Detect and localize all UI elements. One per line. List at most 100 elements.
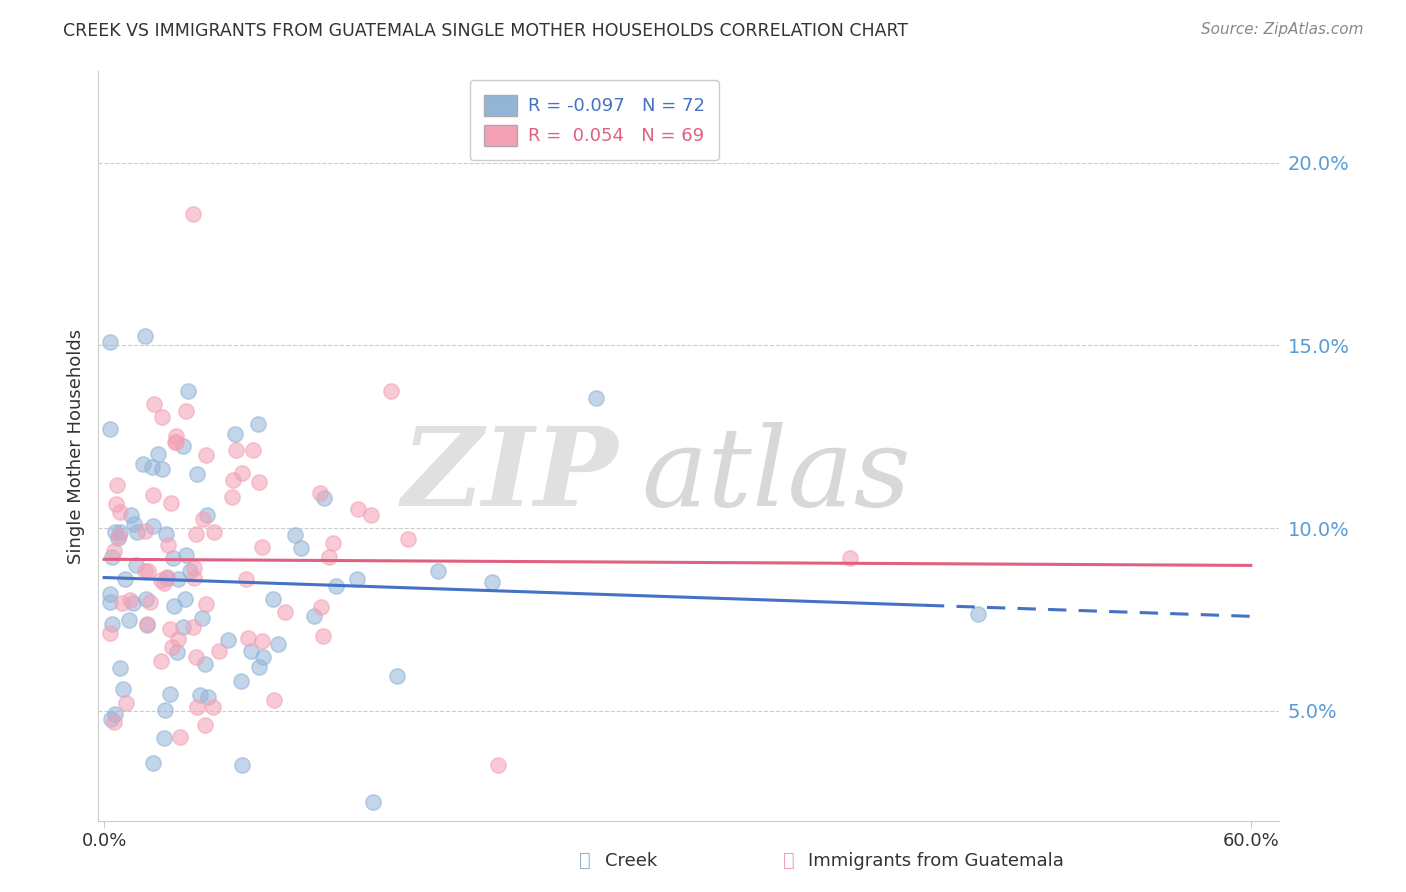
Point — [224, 427, 246, 442]
Point — [98, 626, 121, 640]
Point — [98, 421, 121, 435]
Point — [585, 391, 607, 405]
Point — [312, 629, 335, 643]
Legend: R = -0.097   N = 72, R =  0.054   N = 69: R = -0.097 N = 72, R = 0.054 N = 69 — [470, 80, 718, 160]
Point — [486, 757, 509, 772]
Point — [179, 565, 201, 579]
Point — [263, 693, 285, 707]
Point — [184, 527, 207, 541]
Point — [146, 447, 169, 461]
Point — [201, 700, 224, 714]
Point — [115, 697, 138, 711]
Point — [194, 717, 217, 731]
Point — [346, 572, 368, 586]
Point — [165, 435, 187, 450]
Point — [217, 632, 239, 647]
Point — [247, 660, 270, 674]
Point — [385, 669, 408, 683]
Point — [252, 634, 274, 648]
Point — [380, 384, 402, 399]
Point — [229, 673, 252, 688]
Point — [252, 649, 274, 664]
Point — [172, 620, 194, 634]
Point — [131, 458, 153, 472]
Point — [191, 512, 214, 526]
Point — [360, 508, 382, 522]
Point — [242, 442, 264, 457]
Point — [98, 586, 121, 600]
Point — [398, 532, 420, 546]
Point — [165, 434, 187, 449]
Point — [103, 544, 125, 558]
Point — [125, 558, 148, 572]
Point — [159, 496, 181, 510]
Point — [183, 571, 205, 585]
Point — [100, 712, 122, 726]
Point — [149, 654, 172, 668]
Point — [162, 551, 184, 566]
Point — [160, 640, 183, 654]
Text: atlas: atlas — [641, 422, 911, 530]
Point — [153, 575, 176, 590]
Point — [136, 564, 159, 578]
Point — [195, 508, 218, 522]
Point — [104, 525, 127, 540]
Point — [153, 703, 176, 717]
Point — [163, 599, 186, 614]
Point — [134, 564, 156, 578]
Point — [225, 442, 247, 457]
Point — [100, 550, 122, 565]
Point — [427, 564, 450, 578]
Point — [149, 573, 172, 587]
Point — [122, 597, 145, 611]
Point — [314, 491, 336, 505]
Point — [159, 687, 181, 701]
Y-axis label: Single Mother Households: Single Mother Households — [66, 328, 84, 564]
Point — [262, 591, 284, 606]
Point — [139, 595, 162, 609]
Point — [108, 529, 131, 543]
Point — [173, 592, 195, 607]
Point — [236, 631, 259, 645]
Point — [165, 429, 187, 443]
Point — [290, 541, 312, 555]
Point — [247, 475, 270, 490]
Point — [325, 579, 347, 593]
Text: ⬛: ⬛ — [579, 851, 591, 871]
Point — [142, 756, 165, 770]
Point — [174, 404, 197, 418]
Point — [318, 550, 340, 565]
Point — [107, 531, 129, 545]
Point — [166, 632, 188, 646]
Point — [176, 548, 198, 562]
Point — [142, 519, 165, 533]
Text: Immigrants from Guatemala: Immigrants from Guatemala — [808, 852, 1064, 870]
Point — [481, 575, 503, 590]
Point — [111, 596, 134, 610]
Point — [247, 417, 270, 431]
Point — [967, 607, 990, 621]
Point — [172, 439, 194, 453]
Point — [150, 409, 173, 424]
Point — [839, 550, 862, 565]
Point — [186, 467, 208, 481]
Point — [361, 796, 384, 810]
Point — [188, 688, 211, 702]
Point — [194, 597, 217, 611]
Point — [239, 643, 262, 657]
Point — [186, 700, 208, 714]
Point — [117, 613, 139, 627]
Point — [231, 758, 253, 772]
Point — [105, 478, 128, 492]
Point — [135, 617, 157, 632]
Point — [309, 600, 332, 615]
Text: CREEK VS IMMIGRANTS FROM GUATEMALA SINGLE MOTHER HOUSEHOLDS CORRELATION CHART: CREEK VS IMMIGRANTS FROM GUATEMALA SINGL… — [63, 22, 908, 40]
Point — [183, 207, 205, 221]
Point — [108, 505, 131, 519]
Point — [98, 595, 121, 609]
Point — [169, 730, 191, 744]
Point — [153, 731, 176, 745]
Point — [202, 524, 225, 539]
Point — [208, 644, 231, 658]
Point — [284, 528, 307, 542]
